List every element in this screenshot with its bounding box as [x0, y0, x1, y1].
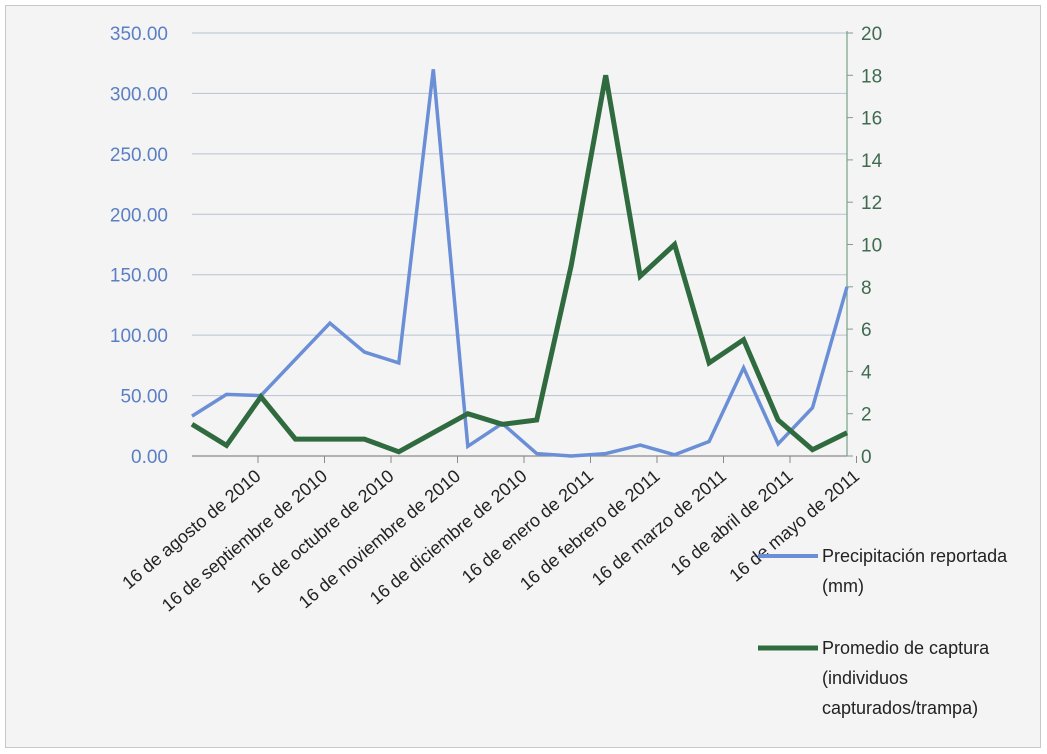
x-tick-label: 16 de abril de 2011	[667, 466, 797, 580]
legend-label-captura-3: capturados/trampa)	[822, 698, 978, 718]
right-tick-label: 14	[861, 151, 883, 172]
chart-frame	[5, 5, 1041, 748]
right-tick-label: 6	[861, 320, 872, 341]
left-tick-label: 50.00	[120, 387, 168, 408]
legend-label-precipitacion-1: Precipitación reportada	[822, 546, 1008, 566]
legend-label-precipitacion-2: (mm)	[822, 576, 864, 596]
axes	[192, 31, 848, 457]
left-tick-label: 200.00	[110, 205, 168, 226]
legend-label-captura-2: (individuos	[822, 668, 908, 688]
left-tick-label: 150.00	[110, 266, 168, 287]
left-tick-label: 250.00	[110, 145, 168, 166]
left-tick-label: 300.00	[110, 84, 168, 105]
right-tick-label: 0	[861, 447, 872, 468]
right-tick-label: 2	[861, 405, 872, 426]
legend: Precipitación reportada (mm) Promedio de…	[758, 546, 1008, 718]
right-tick-label: 10	[861, 236, 882, 257]
left-tick-label: 100.00	[110, 326, 168, 347]
right-tick-label: 20	[861, 24, 882, 45]
right-axis-ticks: 0 2 4 6 8 10 12 14 16 18 20	[847, 24, 883, 468]
right-tick-label: 12	[861, 193, 882, 214]
left-axis-ticks: 0.00 50.00 100.00 150.00 200.00 250.00 300.00 3…	[110, 24, 168, 468]
right-tick-label: 16	[861, 109, 882, 130]
x-tick-label: 16 de mayo de 2011	[726, 466, 864, 586]
series-precipitacion-line	[191, 69, 849, 458]
left-tick-label: 0.00	[131, 447, 168, 468]
grid-lines	[192, 32, 847, 457]
right-tick-label: 4	[861, 362, 872, 383]
left-tick-label: 350.00	[110, 24, 168, 45]
series-captura-line	[190, 74, 849, 455]
series-lines	[190, 69, 849, 458]
right-tick-label: 8	[861, 278, 872, 299]
legend-label-captura-1: Promedio de captura	[822, 638, 990, 658]
right-tick-label: 18	[861, 66, 882, 87]
